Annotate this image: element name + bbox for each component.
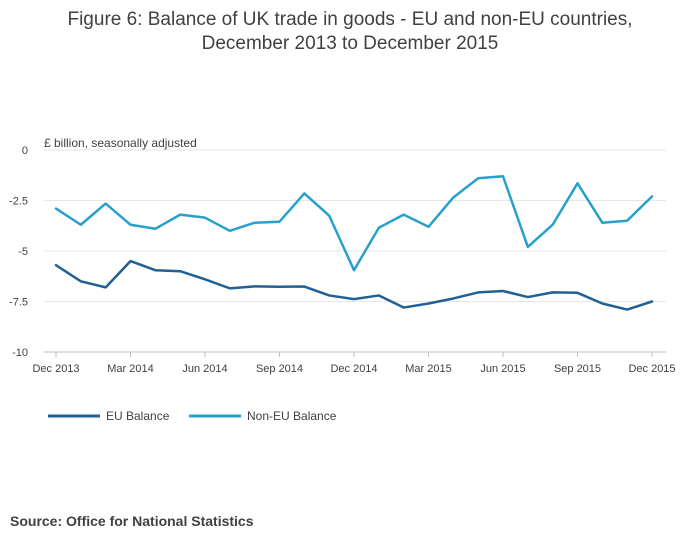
data-point[interactable] bbox=[50, 259, 62, 271]
y-axis-label: £ billion, seasonally adjusted bbox=[44, 136, 197, 150]
data-point[interactable] bbox=[100, 198, 112, 210]
chart-title: Figure 6: Balance of UK trade in goods -… bbox=[0, 8, 700, 56]
x-tick-label: Mar 2015 bbox=[405, 363, 451, 375]
data-point[interactable] bbox=[149, 223, 161, 235]
data-point[interactable] bbox=[75, 219, 87, 231]
data-point[interactable] bbox=[125, 255, 137, 267]
data-point[interactable] bbox=[423, 298, 435, 310]
data-point[interactable] bbox=[125, 219, 137, 231]
legend-item-non-eu[interactable]: Non-EU Balance bbox=[189, 409, 337, 423]
data-point[interactable] bbox=[50, 203, 62, 215]
data-point[interactable] bbox=[323, 289, 335, 301]
data-point[interactable] bbox=[348, 293, 360, 305]
data-point[interactable] bbox=[75, 275, 87, 287]
data-point[interactable] bbox=[249, 280, 261, 292]
chart-title-line2: December 2013 to December 2015 bbox=[201, 33, 499, 54]
data-point[interactable] bbox=[547, 219, 559, 231]
data-point[interactable] bbox=[373, 289, 385, 301]
data-point[interactable] bbox=[472, 286, 484, 298]
x-tick-label: Mar 2014 bbox=[107, 363, 153, 375]
data-point[interactable] bbox=[174, 265, 186, 277]
data-point[interactable] bbox=[199, 273, 211, 285]
data-point[interactable] bbox=[572, 177, 584, 189]
x-tick-label: Sep 2015 bbox=[554, 363, 601, 375]
y-tick-label: -10 bbox=[12, 347, 28, 359]
data-point[interactable] bbox=[621, 215, 633, 227]
series-line-non-eu[interactable] bbox=[54, 175, 654, 272]
legend-label: Non-EU Balance bbox=[247, 409, 337, 423]
data-point[interactable] bbox=[596, 217, 608, 229]
data-point[interactable] bbox=[572, 287, 584, 299]
data-point[interactable] bbox=[447, 292, 459, 304]
data-point[interactable] bbox=[100, 281, 112, 293]
data-point[interactable] bbox=[149, 264, 161, 276]
data-point[interactable] bbox=[497, 285, 509, 297]
legend[interactable]: EU Balance Non-EU Balance bbox=[48, 409, 337, 423]
data-point[interactable] bbox=[298, 281, 310, 293]
data-point[interactable] bbox=[274, 216, 286, 228]
data-point[interactable] bbox=[522, 291, 534, 303]
y-tick-label: -5 bbox=[18, 246, 28, 258]
data-point[interactable] bbox=[298, 187, 310, 199]
data-point[interactable] bbox=[497, 170, 509, 182]
data-point[interactable] bbox=[547, 286, 559, 298]
legend-item-eu[interactable]: EU Balance bbox=[48, 409, 170, 423]
data-point[interactable] bbox=[323, 210, 335, 222]
data-point[interactable] bbox=[373, 222, 385, 234]
x-tick-label: Dec 2014 bbox=[330, 363, 377, 375]
x-axis: Dec 2013 Mar 2014 Jun 2014 Sep 2014 Dec 2014… bbox=[32, 352, 676, 375]
data-point[interactable] bbox=[199, 212, 211, 224]
data-point[interactable] bbox=[249, 217, 261, 229]
data-point[interactable] bbox=[398, 302, 410, 314]
data-point[interactable] bbox=[447, 191, 459, 203]
data-point[interactable] bbox=[224, 225, 236, 237]
y-axis: 0 -2.5 -5 -7.5 -10 bbox=[9, 145, 28, 359]
data-point[interactable] bbox=[224, 282, 236, 294]
data-point[interactable] bbox=[274, 281, 286, 293]
data-point[interactable] bbox=[398, 209, 410, 221]
data-point[interactable] bbox=[472, 172, 484, 184]
source-note: Source: Office for National Statistics bbox=[10, 513, 254, 529]
legend-label: EU Balance bbox=[106, 409, 170, 423]
data-point[interactable] bbox=[522, 241, 534, 253]
gridlines bbox=[44, 149, 666, 353]
data-point[interactable] bbox=[621, 304, 633, 316]
x-tick-label: Dec 2013 bbox=[32, 363, 79, 375]
data-point[interactable] bbox=[646, 190, 658, 202]
x-tick-label: Sep 2014 bbox=[256, 363, 303, 375]
data-point[interactable] bbox=[596, 298, 608, 310]
y-tick-label: -7.5 bbox=[9, 297, 28, 309]
x-tick-label: Dec 2015 bbox=[628, 363, 675, 375]
x-tick-label: Jun 2014 bbox=[182, 363, 227, 375]
data-point[interactable] bbox=[174, 209, 186, 221]
data-point[interactable] bbox=[348, 264, 360, 276]
series-lines bbox=[50, 170, 658, 316]
y-tick-label: 0 bbox=[22, 145, 28, 157]
chart-title-line1: Figure 6: Balance of UK trade in goods -… bbox=[67, 9, 633, 30]
data-point[interactable] bbox=[423, 221, 435, 233]
x-tick-label: Jun 2015 bbox=[480, 363, 525, 375]
series-line-eu[interactable] bbox=[54, 259, 654, 311]
data-point[interactable] bbox=[646, 296, 658, 308]
y-tick-label: -2.5 bbox=[9, 196, 28, 208]
